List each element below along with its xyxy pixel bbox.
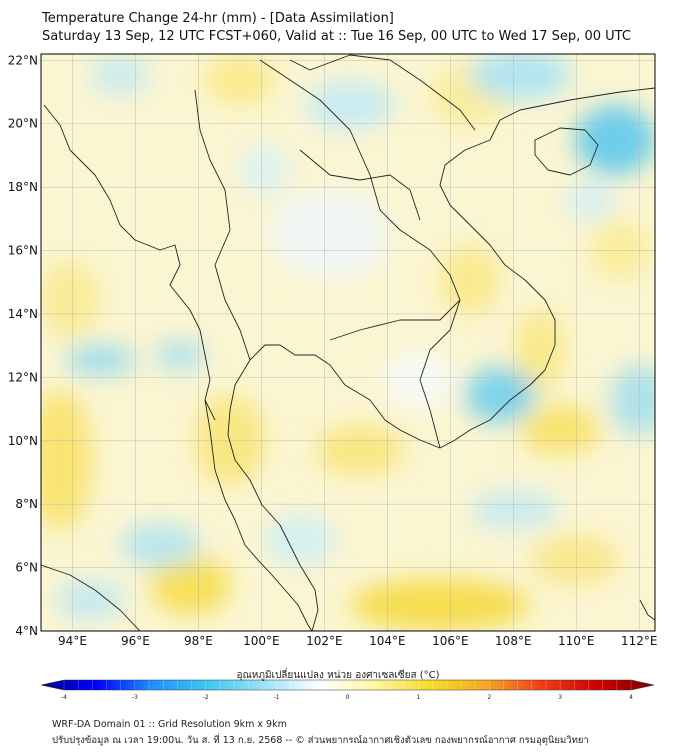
map-frame <box>40 53 656 632</box>
colorbar-tick-label: 4 <box>629 694 633 701</box>
colorbar-title: อุณหภูมิเปลี่ยนแปลง หน่วย องศาเซลเซียส (… <box>236 670 440 681</box>
colorbar-tick-label: 1 <box>416 694 420 701</box>
colorbar-tick-label: -2 <box>203 694 209 701</box>
footer-credit: ปรับปรุงข้อมูล ณ เวลา 19:00น. วัน ส. ที่… <box>52 735 589 746</box>
colorbar-ticks: -4 -3 -2 -1 0 1 2 3 4 <box>61 680 633 701</box>
lat-tick-label: 8°N <box>15 497 38 511</box>
lat-tick-label: 12°N <box>8 370 38 384</box>
lat-tick-label: 20°N <box>8 117 38 131</box>
footer-model-info: WRF-DA Domain 01 :: Grid Resolution 9km … <box>52 719 287 730</box>
colorbar-tick-label: 2 <box>487 694 491 701</box>
lat-tick-label: 16°N <box>8 244 38 258</box>
lat-tick-label: 18°N <box>8 180 38 194</box>
lon-tick-label: 110°E <box>558 634 595 648</box>
lon-tick-label: 96°E <box>121 634 150 648</box>
gridlines <box>41 54 655 631</box>
colorbar-tick-label: -1 <box>274 694 280 701</box>
lat-tick-label: 22°N <box>8 53 38 67</box>
lon-tick-label: 112°E <box>621 634 658 648</box>
colorbar-tick-label: -3 <box>132 694 138 701</box>
temperature-field <box>41 54 655 631</box>
country-borders <box>41 54 655 631</box>
lon-tick-label: 98°E <box>184 634 213 648</box>
lon-tick-label: 102°E <box>306 634 343 648</box>
map-subtitle: Saturday 13 Sep, 12 UTC FCST+060, Valid … <box>42 29 631 44</box>
lon-tick-label: 100°E <box>243 634 280 648</box>
lat-tick-label: 6°N <box>15 561 38 575</box>
lon-tick-label: 108°E <box>495 634 532 648</box>
lon-tick-label: 94°E <box>58 634 87 648</box>
longitude-axis: 94°E 96°E 98°E 100°E 102°E 104°E 106°E 108°E 110… <box>58 634 657 648</box>
colorbar-tick-label: 3 <box>558 694 562 701</box>
colorbar-tick-label: 0 <box>346 694 350 701</box>
lon-tick-label: 104°E <box>369 634 406 648</box>
lat-tick-label: 14°N <box>8 307 38 321</box>
colorbar: -4 -3 -2 -1 0 1 2 3 4 <box>40 679 655 701</box>
lat-tick-label: 4°N <box>15 624 38 638</box>
colorbar-tick-label: -4 <box>61 694 67 701</box>
lon-tick-label: 106°E <box>432 634 469 648</box>
lat-tick-label: 10°N <box>8 434 38 448</box>
latitude-axis: 22°N 20°N 18°N 16°N 14°N 12°N 10°N 8°N 6°N 4°N <box>8 53 38 638</box>
map-title: Temperature Change 24-hr (mm) - [Data As… <box>42 11 394 26</box>
